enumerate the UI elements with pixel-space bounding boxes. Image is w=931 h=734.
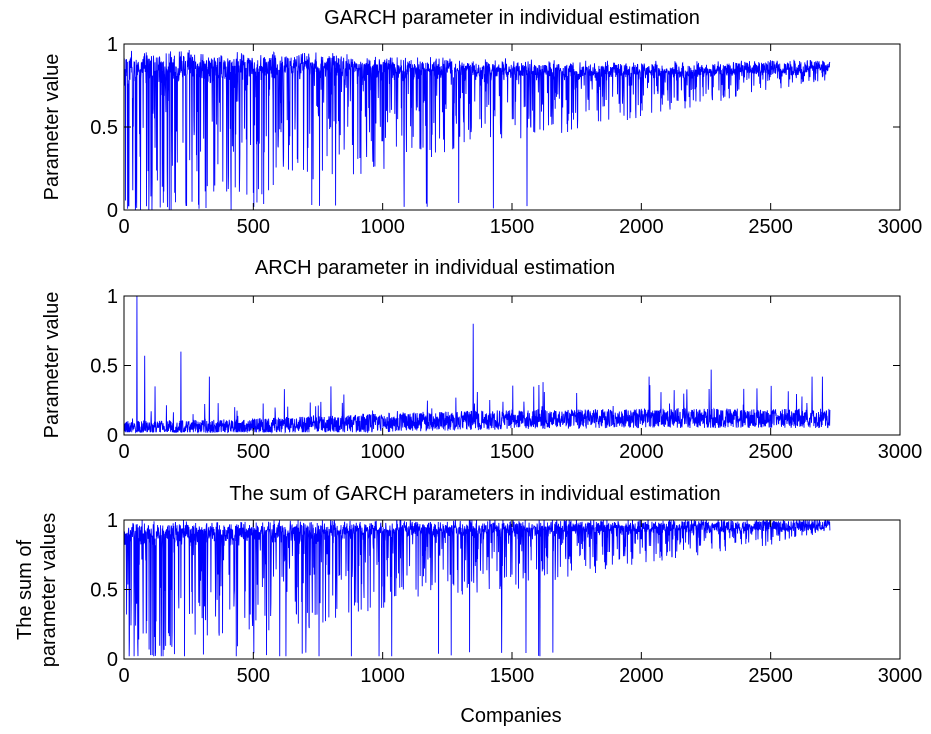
x-tick-label: 1000 bbox=[360, 216, 405, 238]
axes: 0 500 1000 1500 2000 2500 3000 0 0.5 1 bbox=[90, 510, 922, 687]
y-tick-label: 0 bbox=[107, 649, 118, 671]
y-tick-label: 0 bbox=[107, 425, 118, 447]
series-line bbox=[124, 296, 831, 434]
y-axis-label-line: Parameter value bbox=[41, 54, 63, 201]
series-polyline bbox=[124, 296, 831, 434]
x-tick-label: 2000 bbox=[619, 665, 664, 687]
y-tick-label: 0 bbox=[107, 200, 118, 222]
x-tick-label: 2000 bbox=[619, 441, 664, 463]
x-tick-label: 2500 bbox=[748, 665, 793, 687]
y-tick-label: 1 bbox=[107, 286, 118, 308]
x-tick-label: 3000 bbox=[878, 665, 923, 687]
x-tick-label: 0 bbox=[118, 441, 129, 463]
x-tick-label: 2000 bbox=[619, 216, 664, 238]
chart-title: GARCH parameter in individual estimation bbox=[324, 7, 700, 29]
y-axis-label: The sum of bbox=[14, 540, 36, 640]
x-axis-label: Companies bbox=[460, 705, 561, 727]
x-tick-label: 0 bbox=[118, 216, 129, 238]
y-tick-label: 0.5 bbox=[90, 117, 118, 139]
y-axis-label: parameter values bbox=[38, 513, 60, 668]
series-polyline bbox=[124, 520, 831, 657]
x-tick-label: 1000 bbox=[360, 665, 405, 687]
y-tick-label: 1 bbox=[107, 510, 118, 532]
x-tick-label: 500 bbox=[237, 665, 270, 687]
chart-panel-arch: ARCH parameter in individual estimation … bbox=[41, 257, 922, 463]
series-polyline bbox=[124, 50, 831, 210]
x-tick-label: 0 bbox=[118, 665, 129, 687]
axes: 0 500 1000 1500 2000 2500 3000 0 0.5 1 bbox=[90, 286, 922, 463]
x-tick-label: 3000 bbox=[878, 216, 923, 238]
y-axis-label-line: parameter values bbox=[38, 513, 60, 668]
chart-panel-sum: The sum of GARCH parameters in individua… bbox=[14, 483, 922, 727]
x-tick-label: 1500 bbox=[490, 441, 535, 463]
x-tick-label: 1000 bbox=[360, 441, 405, 463]
y-axis-label: Parameter value bbox=[41, 54, 63, 201]
chart-title: ARCH parameter in individual estimation bbox=[255, 257, 615, 279]
y-tick-label: 1 bbox=[107, 34, 118, 56]
x-tick-label: 500 bbox=[237, 216, 270, 238]
y-tick-label: 0.5 bbox=[90, 580, 118, 602]
y-axis-label-line: The sum of bbox=[14, 540, 36, 640]
y-tick-label: 0.5 bbox=[90, 356, 118, 378]
x-tick-label: 500 bbox=[237, 441, 270, 463]
axes: 0 500 1000 1500 2000 2500 3000 0 0.5 1 bbox=[90, 34, 922, 238]
y-axis-label-line: Parameter value bbox=[41, 292, 63, 439]
series-line bbox=[124, 520, 831, 657]
x-tick-label: 1500 bbox=[490, 665, 535, 687]
series-line bbox=[124, 50, 831, 210]
x-tick-label: 2500 bbox=[748, 441, 793, 463]
y-axis-label: Parameter value bbox=[41, 292, 63, 439]
chart-panel-garch: GARCH parameter in individual estimation… bbox=[41, 7, 922, 238]
x-tick-label: 1500 bbox=[490, 216, 535, 238]
x-tick-label: 3000 bbox=[878, 441, 923, 463]
x-tick-label: 2500 bbox=[748, 216, 793, 238]
chart-title: The sum of GARCH parameters in individua… bbox=[229, 483, 720, 505]
